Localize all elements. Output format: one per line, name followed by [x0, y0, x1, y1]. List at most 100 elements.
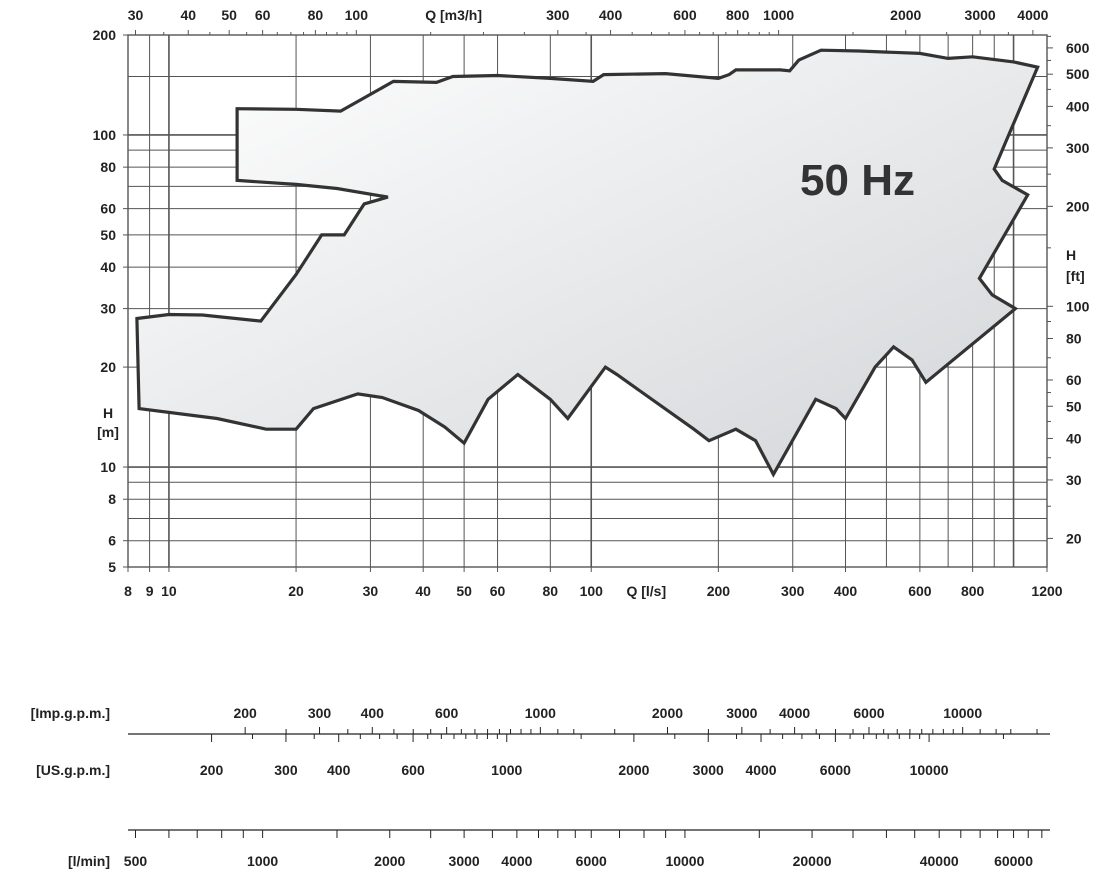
tick-label-right: 500 [1066, 66, 1090, 82]
tick-label-imp: 200 [233, 705, 257, 721]
tick-label-top: 800 [726, 7, 750, 23]
tick-label-left: 200 [93, 27, 117, 43]
tick-label-left: 60 [100, 201, 116, 217]
tick-label-imp: 2000 [652, 705, 683, 721]
tick-label-imp: 600 [435, 705, 459, 721]
tick-label-lmin: 2000 [374, 853, 405, 869]
tick-label-imp: 4000 [779, 705, 810, 721]
tick-label-imp: 10000 [943, 705, 982, 721]
tick-label-lmin: 10000 [665, 853, 704, 869]
tick-label-left: 80 [100, 159, 116, 175]
tick-label-left: 30 [100, 301, 116, 317]
tick-label-top: 40 [180, 7, 196, 23]
tick-label-bottom: 1200 [1031, 583, 1062, 599]
tick-label-imp: 3000 [726, 705, 757, 721]
tick-label-right: 300 [1066, 140, 1090, 156]
tick-label-lmin: 6000 [576, 853, 607, 869]
axis-label-top: Q [m3/h] [425, 7, 482, 23]
tick-label-bottom: 9 [146, 583, 154, 599]
tick-label-bottom: 50 [456, 583, 472, 599]
tick-label-us: 1000 [491, 762, 522, 778]
tick-label-top: 30 [128, 7, 144, 23]
tick-label-bottom: 20 [288, 583, 304, 599]
tick-label-lmin: 1000 [247, 853, 278, 869]
tick-label-top: 2000 [890, 7, 921, 23]
tick-label-us: 6000 [820, 762, 851, 778]
scale-label-us: [US.g.p.m.] [36, 762, 110, 778]
tick-label-bottom: 8 [124, 583, 132, 599]
axis-label-right: H [1066, 247, 1076, 263]
tick-label-left: 5 [108, 559, 116, 575]
conversion-scales: [Imp.g.p.m.] 200 300 400 600 1000 2000 3000 4000… [31, 705, 1050, 869]
tick-label-right: 50 [1066, 398, 1082, 414]
tick-label-top: 300 [546, 7, 570, 23]
tick-label-bottom: 30 [363, 583, 379, 599]
tick-label-lmin: 40000 [920, 853, 959, 869]
scale-label-imp: [Imp.g.p.m.] [31, 705, 110, 721]
tick-label-lmin: 4000 [501, 853, 532, 869]
axis-ticks [123, 30, 1053, 572]
tick-label-left: 6 [108, 533, 116, 549]
tick-label-right: 200 [1066, 198, 1090, 214]
axis-labels: 8 9 10 20 30 40 50 60 80 100 200 300 400 600 800 1200Q … [93, 7, 1090, 599]
tick-label-bottom: 100 [580, 583, 604, 599]
tick-label-us: 400 [327, 762, 351, 778]
tick-label-imp: 6000 [853, 705, 884, 721]
tick-label-bottom: 10 [161, 583, 177, 599]
tick-label-top: 50 [221, 7, 237, 23]
tick-label-top: 1000 [763, 7, 794, 23]
axis-label-left-unit: [m] [97, 424, 119, 440]
tick-label-left: 20 [100, 359, 116, 375]
tick-label-top: 400 [599, 7, 623, 23]
tick-label-left: 50 [100, 227, 116, 243]
tick-label-imp: 300 [308, 705, 332, 721]
tick-label-top: 3000 [965, 7, 996, 23]
tick-label-us: 10000 [910, 762, 949, 778]
tick-label-right: 40 [1066, 430, 1082, 446]
tick-label-top: 80 [308, 7, 324, 23]
plot-frame [127, 34, 1048, 568]
tick-label-us: 600 [401, 762, 425, 778]
tick-label-us: 300 [274, 762, 298, 778]
scale-label-lmin: [l/min] [68, 853, 110, 869]
axis-label-left: H [103, 405, 113, 421]
axis-label-right-unit: [ft] [1066, 268, 1085, 284]
tick-label-right: 400 [1066, 98, 1090, 114]
tick-label-top: 600 [673, 7, 697, 23]
plot-border [127, 34, 1048, 568]
tick-label-lmin: 3000 [449, 853, 480, 869]
tick-label-bottom: 400 [834, 583, 858, 599]
tick-label-right: 80 [1066, 330, 1082, 346]
tick-label-bottom: 80 [543, 583, 559, 599]
tick-label-left: 8 [108, 491, 116, 507]
tick-label-lmin: 60000 [994, 853, 1033, 869]
tick-label-right: 100 [1066, 298, 1090, 314]
tick-label-bottom: 60 [490, 583, 506, 599]
tick-label-right: 60 [1066, 372, 1082, 388]
tick-label-imp: 1000 [525, 705, 556, 721]
tick-label-right: 600 [1066, 40, 1090, 56]
chart-title: 50 Hz [800, 156, 915, 205]
tick-label-bottom: 800 [961, 583, 985, 599]
tick-label-top: 4000 [1017, 7, 1048, 23]
tick-label-left: 100 [93, 127, 117, 143]
tick-label-us: 4000 [745, 762, 776, 778]
tick-label-bottom: 40 [415, 583, 431, 599]
tick-label-lmin: 500 [124, 853, 148, 869]
tick-label-top: 100 [345, 7, 369, 23]
tick-label-right: 20 [1066, 530, 1082, 546]
tick-label-bottom: 200 [707, 583, 731, 599]
tick-label-left: 40 [100, 259, 116, 275]
tick-label-us: 2000 [618, 762, 649, 778]
tick-label-top: 60 [255, 7, 271, 23]
tick-label-us: 3000 [693, 762, 724, 778]
tick-label-bottom: 600 [908, 583, 932, 599]
tick-label-lmin: 20000 [793, 853, 832, 869]
tick-label-right: 30 [1066, 472, 1082, 488]
tick-label-imp: 400 [361, 705, 385, 721]
envelope-area [135, 48, 1040, 478]
tick-label-bottom: 300 [781, 583, 805, 599]
tick-label-us: 200 [200, 762, 224, 778]
axis-label-bottom: Q [l/s] [626, 583, 666, 599]
